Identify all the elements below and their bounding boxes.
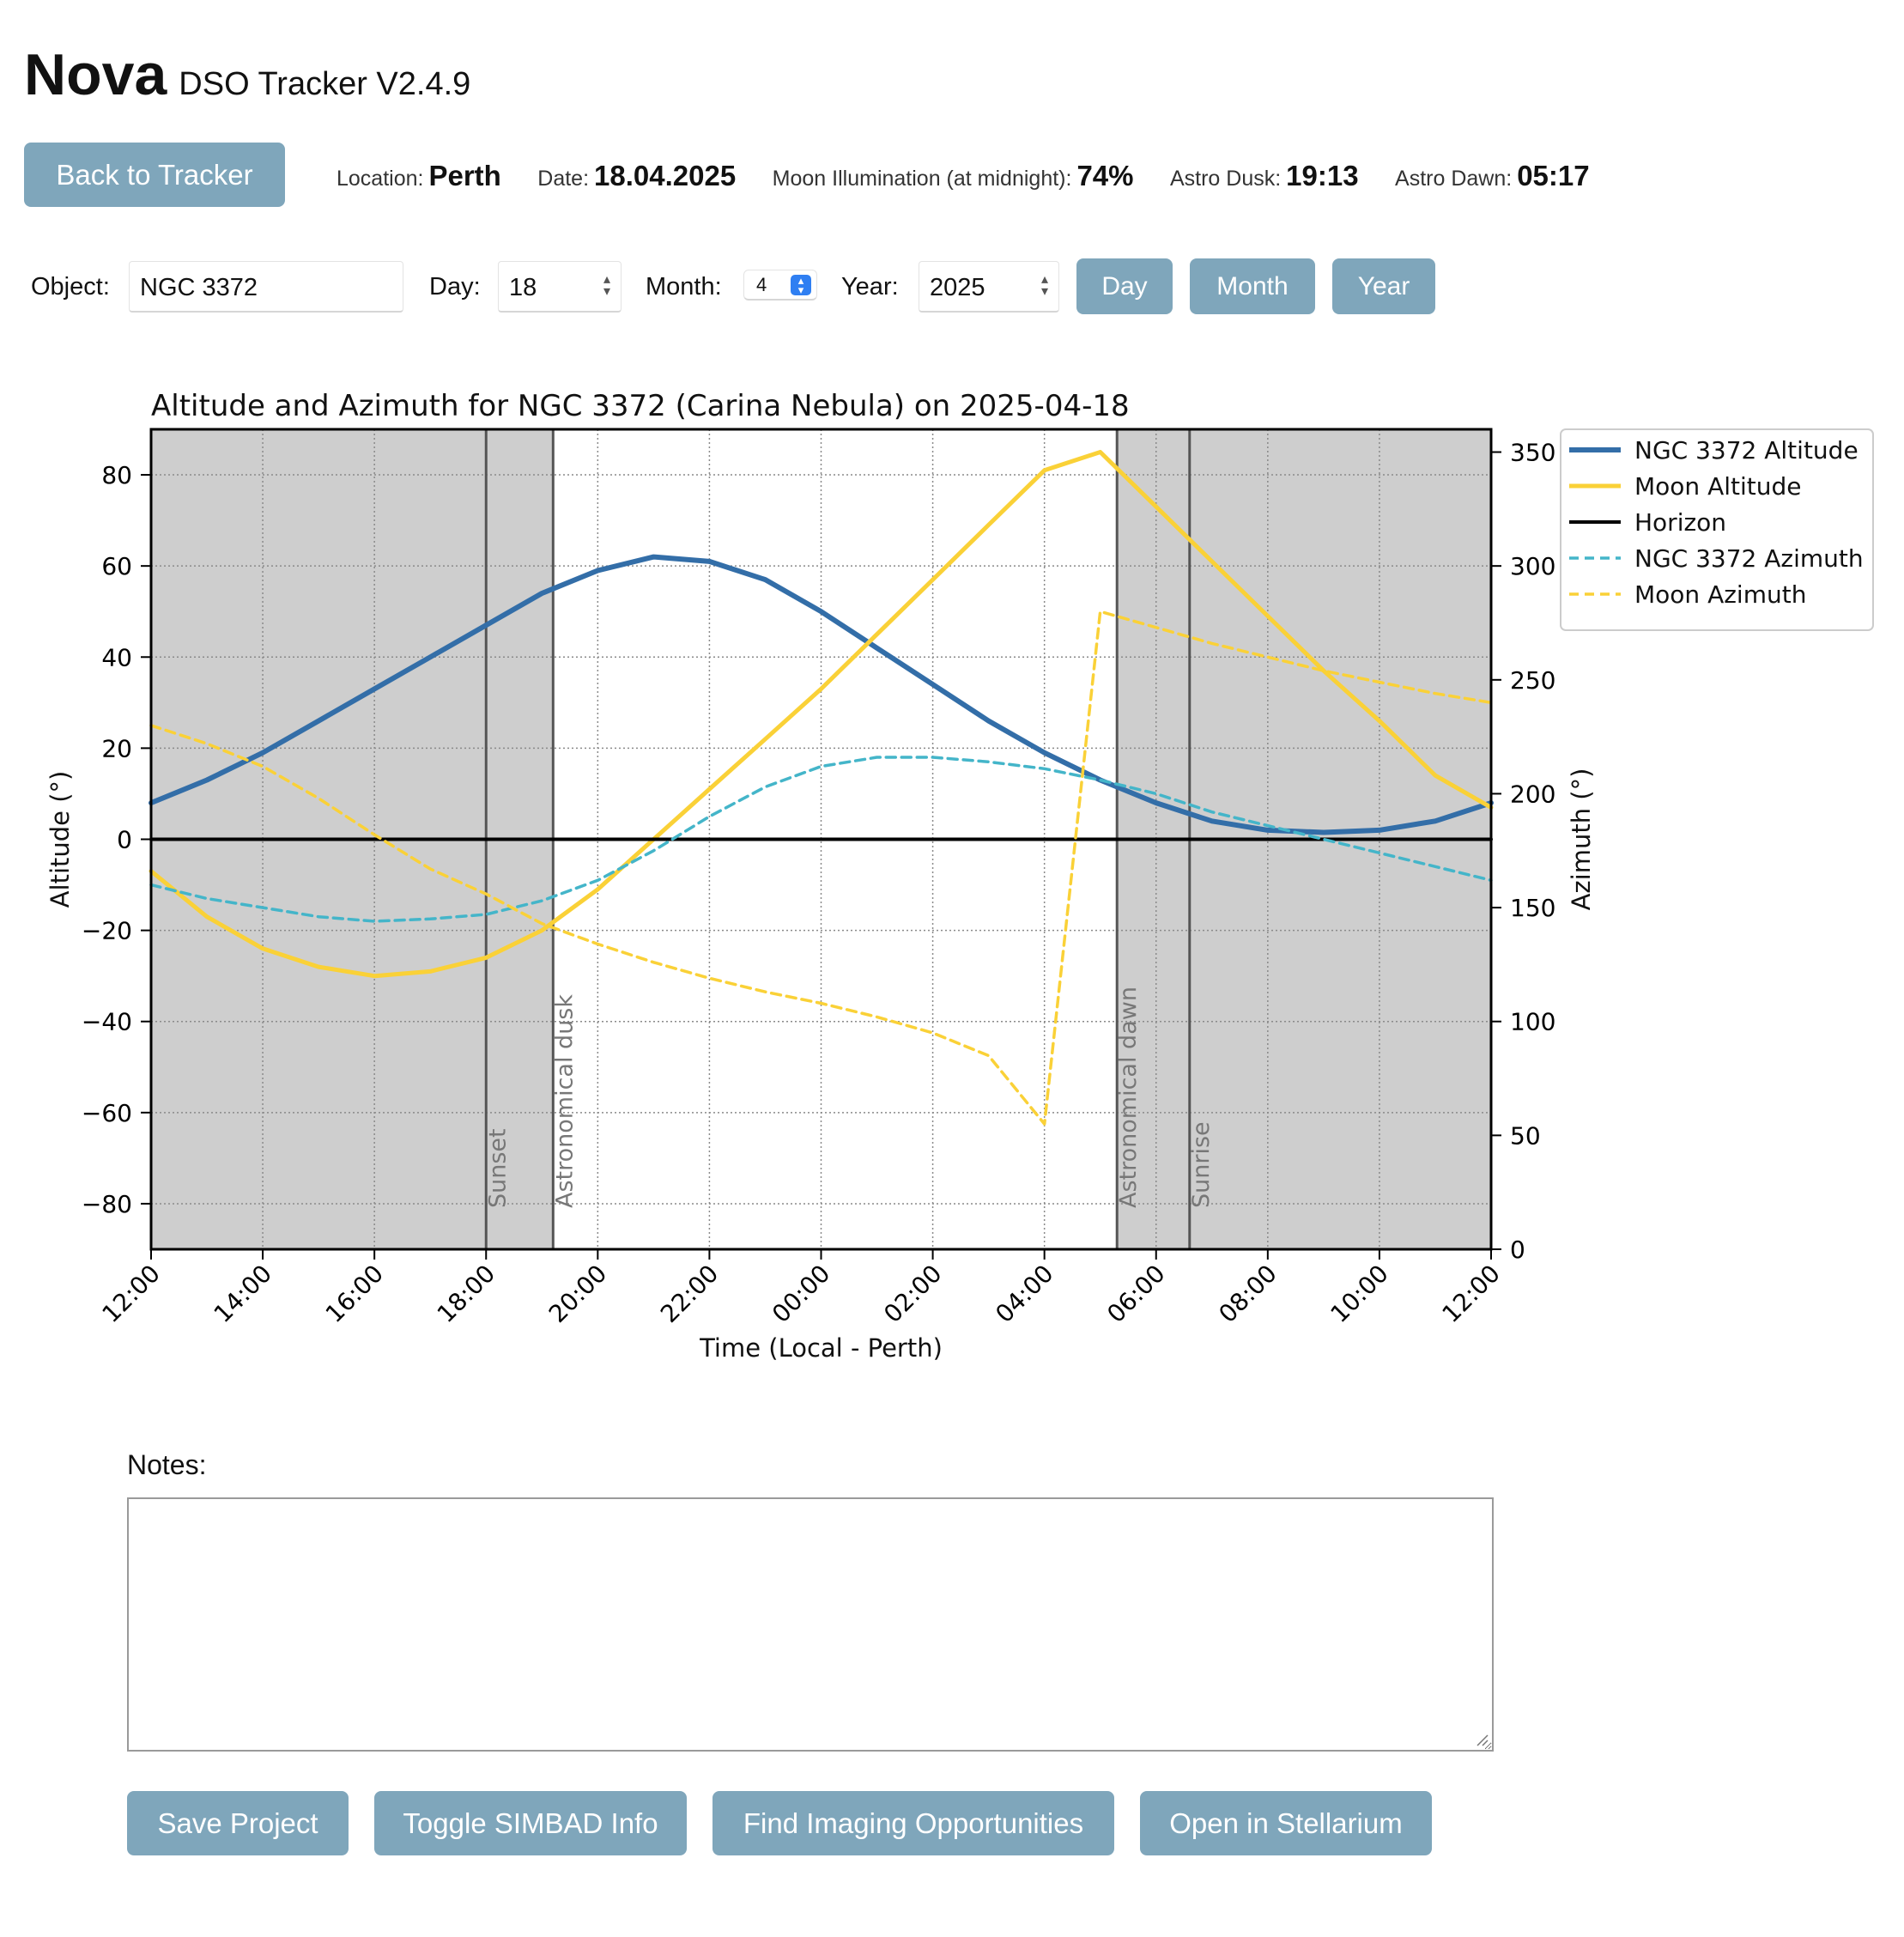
x-tick-label: 16:00 xyxy=(320,1260,389,1328)
object-label: Object: xyxy=(31,273,110,301)
y2-axis-label: Azimuth (°) xyxy=(1567,768,1596,911)
astro-dusk-info: Astro Dusk: 19:13 xyxy=(1169,160,1359,191)
y-tick-label: 40 xyxy=(101,643,132,671)
legend-box xyxy=(1560,428,1874,631)
year-label: Year: xyxy=(841,273,899,301)
app-header: Nova DSO Tracker V2.4.9 xyxy=(24,41,470,108)
event-label: Sunset xyxy=(484,1128,511,1208)
y2-tick-label: 350 xyxy=(1510,439,1555,467)
moon-illumination-info: Moon Illumination (at midnight): 74% xyxy=(772,160,1134,191)
save-project-button[interactable]: Save Project xyxy=(127,1791,349,1855)
y2-tick-label: 300 xyxy=(1510,552,1555,580)
y-tick-label: 80 xyxy=(101,461,132,489)
date-controls: Object: NGC 3372 Day: 18 ▴ ▾ Month: 4 ▴ ▾ … xyxy=(31,261,1473,316)
resize-grip-icon[interactable] xyxy=(1475,1733,1489,1746)
x-tick-label: 00:00 xyxy=(767,1260,835,1328)
year-button[interactable]: Year xyxy=(1332,258,1435,314)
toggle-simbad-button[interactable]: Toggle SIMBAD Info xyxy=(374,1791,687,1855)
location-value: Perth xyxy=(428,160,501,191)
month-button[interactable]: Month xyxy=(1190,258,1315,314)
brand-name: Nova xyxy=(24,42,167,107)
event-label: Sunrise xyxy=(1188,1121,1215,1208)
legend-label: Moon Azimuth xyxy=(1634,580,1806,609)
legend-label: Moon Altitude xyxy=(1634,472,1801,501)
day-label: Day: xyxy=(429,273,481,301)
day-stepper[interactable]: 18 ▴ ▾ xyxy=(498,261,622,313)
altitude-azimuth-chart: Sunset Astronomical dusk Astronomical dawn… xyxy=(45,389,1874,1363)
location-info: Location: Perth xyxy=(337,160,501,191)
legend-label: NGC 3372 Altitude xyxy=(1634,436,1859,465)
app-subtitle: DSO Tracker V2.4.9 xyxy=(179,66,471,102)
astro-dusk-value: 19:13 xyxy=(1286,160,1359,191)
select-arrows-icon: ▴ ▾ xyxy=(791,275,811,295)
x-tick-label: 06:00 xyxy=(1101,1260,1170,1328)
event-label: Astronomical dusk xyxy=(551,994,578,1208)
x-axis-label: Time (Local - Perth) xyxy=(699,1333,943,1363)
year-spin-arrows-icon[interactable]: ▴ ▾ xyxy=(1040,272,1048,299)
x-tick-label: 10:00 xyxy=(1325,1260,1393,1328)
open-stellarium-button[interactable]: Open in Stellarium xyxy=(1140,1791,1432,1855)
y2-tick-label: 200 xyxy=(1510,780,1555,808)
y2-tick-label: 150 xyxy=(1510,894,1555,922)
series-line xyxy=(149,610,1493,1126)
x-tick-label: 20:00 xyxy=(543,1260,612,1328)
month-select[interactable]: 4 ▴ ▾ xyxy=(743,270,817,301)
date-value: 18.04.2025 xyxy=(594,160,737,191)
back-to-tracker-button[interactable]: Back to Tracker xyxy=(24,143,285,207)
astro-dawn-info: Astro Dawn: 05:17 xyxy=(1395,160,1590,191)
legend-label: Horizon xyxy=(1634,508,1726,537)
y-tick-label: −80 xyxy=(82,1190,132,1218)
year-stepper[interactable]: 2025 ▴ ▾ xyxy=(919,261,1059,313)
event-label: Astronomical dawn xyxy=(1115,987,1142,1208)
x-tick-label: 14:00 xyxy=(209,1260,277,1328)
x-tick-label: 08:00 xyxy=(1213,1260,1282,1328)
month-label: Month: xyxy=(646,273,722,301)
astro-dawn-value: 05:17 xyxy=(1517,160,1590,191)
find-imaging-opportunities-button[interactable]: Find Imaging Opportunities xyxy=(712,1791,1114,1855)
info-bar: Location: Perth Date: 18.04.2025 Moon Illu… xyxy=(337,160,1622,192)
y2-tick-label: 0 xyxy=(1510,1236,1525,1264)
series-line xyxy=(149,554,1494,835)
series-line xyxy=(149,450,1494,979)
x-tick-label: 02:00 xyxy=(878,1260,947,1328)
x-tick-label: 12:00 xyxy=(97,1260,166,1328)
y2-tick-label: 100 xyxy=(1510,1008,1555,1036)
notes-label: Notes: xyxy=(127,1449,207,1480)
y-axis-label: Altitude (°) xyxy=(45,771,75,908)
year-value: 2025 xyxy=(930,274,985,301)
y2-tick-label: 250 xyxy=(1510,666,1555,695)
legend-label: NGC 3372 Azimuth xyxy=(1634,544,1864,573)
chart-title: Altitude and Azimuth for NGC 3372 (Carin… xyxy=(151,389,1130,423)
moon-illumination-value: 74% xyxy=(1076,160,1134,191)
y-tick-label: −40 xyxy=(82,1008,132,1036)
date-info: Date: 18.04.2025 xyxy=(537,160,737,191)
x-tick-label: 22:00 xyxy=(655,1260,724,1328)
series-line xyxy=(149,756,1493,923)
day-value: 18 xyxy=(509,274,537,301)
y-tick-label: 0 xyxy=(117,826,132,854)
y-tick-label: −60 xyxy=(82,1099,132,1127)
day-spin-arrows-icon[interactable]: ▴ ▾ xyxy=(603,272,610,299)
x-tick-label: 18:00 xyxy=(432,1260,500,1328)
y2-tick-label: 50 xyxy=(1510,1121,1541,1150)
month-value: 4 xyxy=(756,274,767,295)
y-tick-label: 20 xyxy=(101,734,132,762)
notes-textarea[interactable] xyxy=(127,1497,1494,1752)
day-button[interactable]: Day xyxy=(1076,258,1173,314)
y-tick-label: 60 xyxy=(101,552,132,580)
x-tick-label: 04:00 xyxy=(990,1260,1058,1328)
object-field[interactable]: NGC 3372 xyxy=(129,261,403,313)
y-tick-label: −20 xyxy=(82,917,132,945)
x-tick-label: 12:00 xyxy=(1437,1260,1506,1328)
